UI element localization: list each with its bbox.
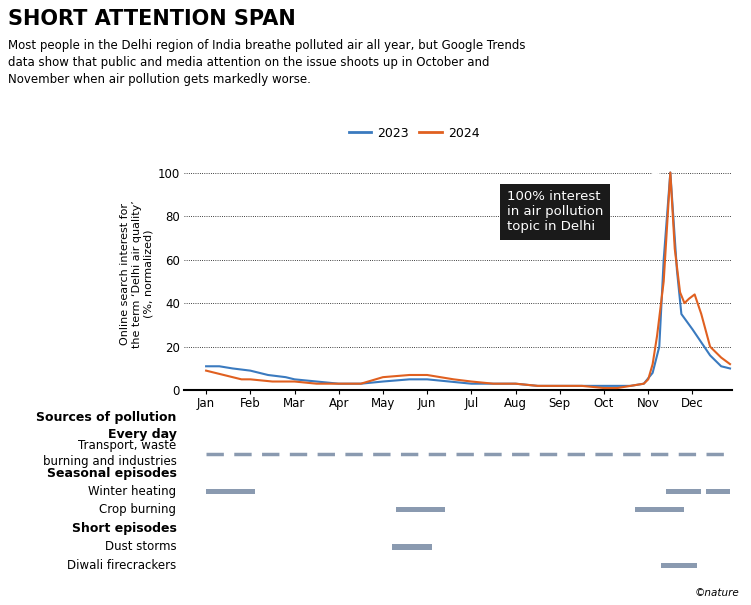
Text: SHORT ATTENTION SPAN: SHORT ATTENTION SPAN <box>8 9 295 29</box>
Text: 100% interest
in air pollution
topic in Delhi: 100% interest in air pollution topic in … <box>507 174 659 233</box>
Text: Sources of pollution: Sources of pollution <box>36 411 176 424</box>
Text: Winter heating: Winter heating <box>89 485 176 498</box>
Text: Transport, waste
burning and industries: Transport, waste burning and industries <box>43 439 176 468</box>
Text: Every day: Every day <box>107 428 176 441</box>
Text: Diwali firecrackers: Diwali firecrackers <box>68 559 176 572</box>
Text: ©nature: ©nature <box>695 587 740 598</box>
Text: Short episodes: Short episodes <box>71 522 176 535</box>
Text: Crop burning: Crop burning <box>99 503 176 516</box>
Text: Seasonal episodes: Seasonal episodes <box>47 466 176 480</box>
Text: Most people in the Delhi region of India breathe polluted air all year, but Goog: Most people in the Delhi region of India… <box>8 39 525 87</box>
Text: Dust storms: Dust storms <box>105 540 176 554</box>
Legend: 2023, 2024: 2023, 2024 <box>344 122 484 145</box>
Y-axis label: Online search interest for
the term ‘Delhi air quality’
(%, normalized): Online search interest for the term ‘Del… <box>120 200 153 348</box>
